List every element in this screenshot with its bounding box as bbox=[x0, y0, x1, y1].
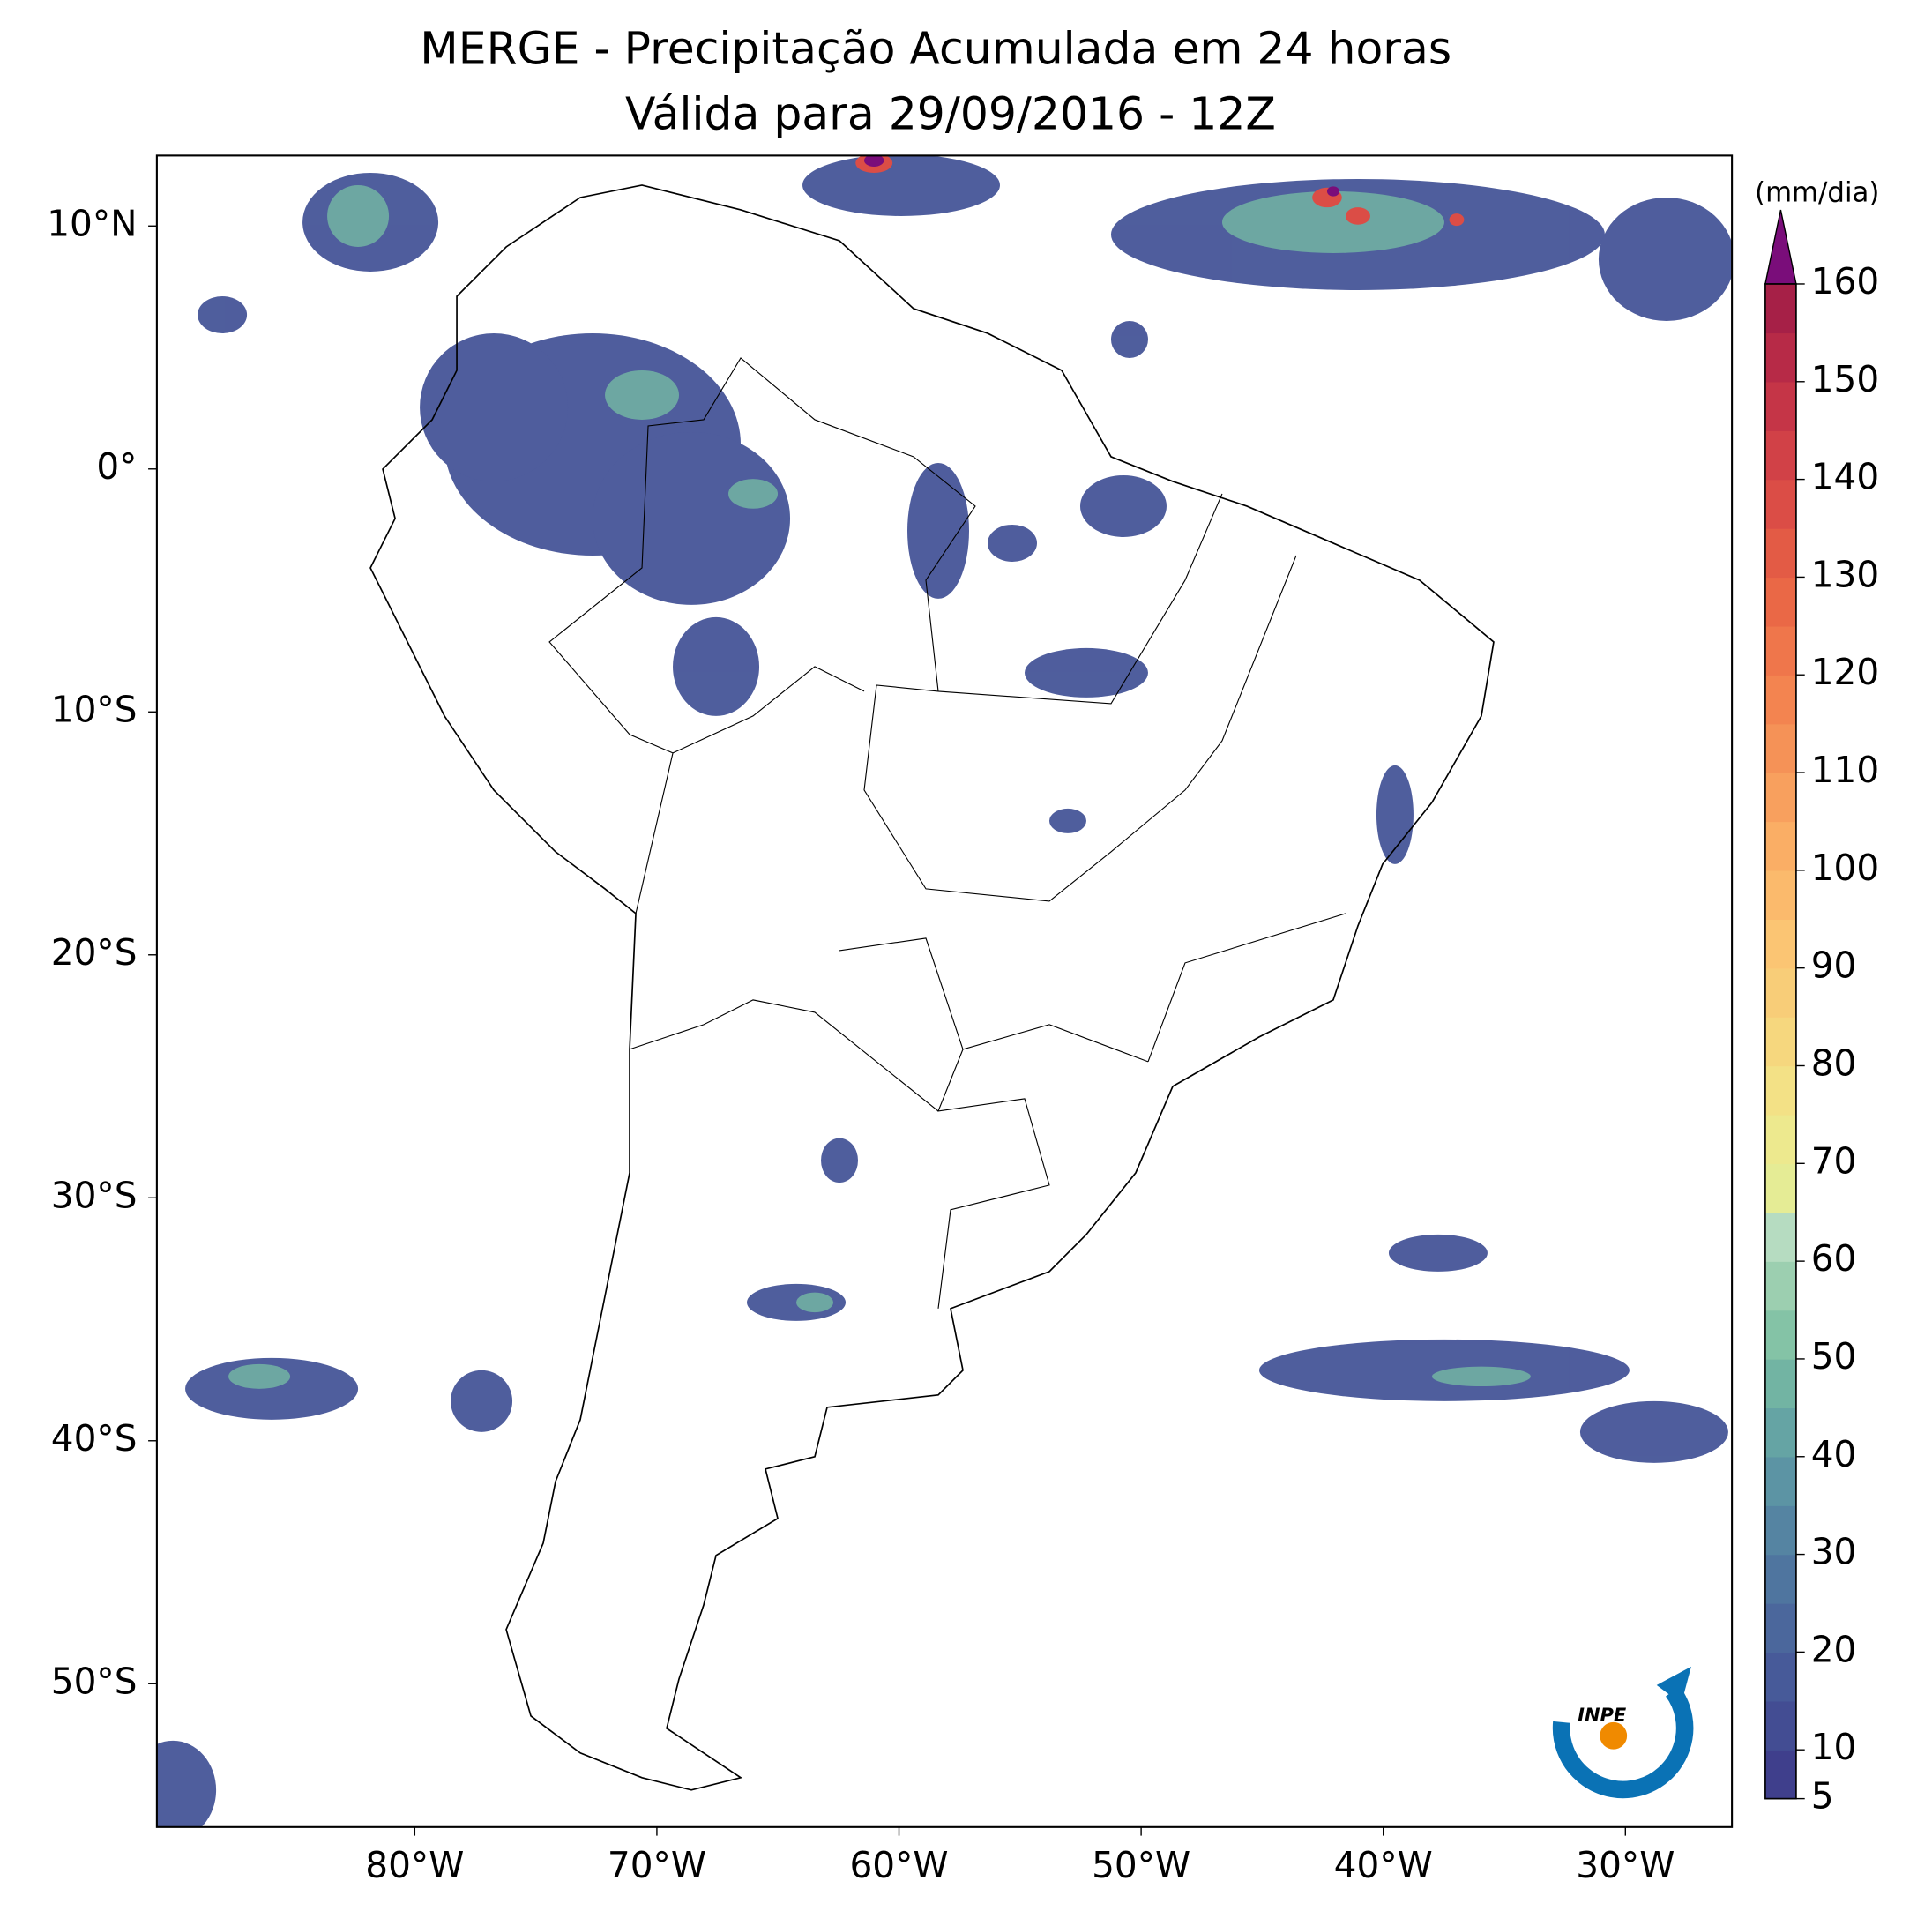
y-tick-label: 10°S bbox=[51, 688, 138, 730]
colorbar-band bbox=[1764, 625, 1796, 676]
colorbar-band bbox=[1764, 1407, 1796, 1458]
colorbar-band bbox=[1764, 821, 1796, 871]
colorbar-band bbox=[1764, 1212, 1796, 1262]
colorbar-band bbox=[1764, 1310, 1796, 1360]
x-tick-label: 40°W bbox=[1334, 1844, 1433, 1886]
colorbar-band bbox=[1764, 283, 1796, 334]
y-tick-label: 30°S bbox=[51, 1174, 138, 1216]
colorbar-tick-label: 40 bbox=[1811, 1433, 1857, 1475]
x-tick-label: 80°W bbox=[365, 1844, 464, 1886]
colorbar-band bbox=[1764, 967, 1796, 1018]
colorbar-band bbox=[1764, 528, 1796, 579]
colorbar-band bbox=[1764, 870, 1796, 920]
subtitle: Válida para 29/09/2016 - 12Z bbox=[625, 87, 1276, 139]
inpe-logo: INPE bbox=[1552, 1666, 1694, 1799]
y-tick-label: 20°S bbox=[51, 931, 138, 974]
colorbar-band bbox=[1764, 1017, 1796, 1067]
map-frame bbox=[155, 154, 1734, 1828]
colorbar-band bbox=[1764, 1602, 1796, 1653]
colorbar-tick-label: 60 bbox=[1811, 1237, 1857, 1280]
colorbar-tick-label: 5 bbox=[1811, 1775, 1834, 1818]
x-tick-label: 70°W bbox=[608, 1844, 706, 1886]
colorbar-band bbox=[1764, 1554, 1796, 1604]
colorbar-tick-label: 150 bbox=[1811, 358, 1879, 400]
x-tick-label: 30°W bbox=[1576, 1844, 1675, 1886]
colorbar-frame bbox=[1764, 283, 1797, 1800]
colorbar-band bbox=[1764, 1163, 1796, 1213]
colorbar-band bbox=[1764, 1456, 1796, 1506]
colorbar-band bbox=[1764, 381, 1796, 431]
colorbar-band bbox=[1764, 723, 1796, 773]
colorbar-band bbox=[1764, 1652, 1796, 1702]
x-tick-label: 50°W bbox=[1092, 1844, 1190, 1886]
colorbar-band bbox=[1764, 430, 1796, 481]
colorbar-tick-label: 110 bbox=[1811, 749, 1879, 791]
logo-text: INPE bbox=[1578, 1705, 1627, 1726]
colorbar-band bbox=[1764, 675, 1796, 725]
colorbar-band bbox=[1764, 1700, 1796, 1751]
colorbar-band bbox=[1764, 773, 1796, 823]
colorbar-tick-label: 130 bbox=[1811, 553, 1879, 595]
colorbar-tick-label: 160 bbox=[1811, 260, 1879, 302]
country-borders bbox=[548, 357, 1346, 1309]
colorbar-band bbox=[1764, 1261, 1796, 1311]
colorbar-band bbox=[1764, 1505, 1796, 1556]
colorbar-band bbox=[1764, 332, 1796, 383]
colorbar-tick-label: 80 bbox=[1811, 1041, 1857, 1084]
y-tick-label: 10°N bbox=[47, 202, 137, 244]
colorbar-tick-label: 30 bbox=[1811, 1531, 1857, 1573]
colorbar-tick-label: 70 bbox=[1811, 1139, 1857, 1182]
south-america-outline bbox=[369, 184, 1495, 1791]
title: MERGE - Precipitação Acumulada em 24 hor… bbox=[420, 22, 1451, 74]
y-tick-label: 40°S bbox=[51, 1417, 138, 1459]
colorbar-tick-label: 20 bbox=[1811, 1628, 1857, 1670]
y-tick-label: 0° bbox=[96, 445, 137, 488]
colorbar-band bbox=[1764, 479, 1796, 529]
colorbar-band bbox=[1764, 1065, 1796, 1116]
colorbar-tick-label: 90 bbox=[1811, 944, 1857, 987]
y-tick-label: 50°S bbox=[51, 1660, 138, 1702]
colorbar-tick-label: 140 bbox=[1811, 456, 1879, 498]
colorbar-tick-label: 10 bbox=[1811, 1726, 1857, 1768]
colorbar-tick-label: 120 bbox=[1811, 651, 1879, 693]
colorbar-band bbox=[1764, 1114, 1796, 1165]
x-tick-label: 60°W bbox=[849, 1844, 948, 1886]
colorbar-band bbox=[1764, 577, 1796, 627]
colorbar-band bbox=[1764, 919, 1796, 969]
colorbar-tick-label: 50 bbox=[1811, 1335, 1857, 1377]
colorbar-extend bbox=[1764, 209, 1797, 285]
colorbar-band bbox=[1764, 1750, 1796, 1800]
colorbar-label: (mm/dia) bbox=[1755, 176, 1879, 208]
precipitation-field bbox=[156, 155, 1733, 1827]
colorbar-tick-label: 100 bbox=[1811, 847, 1879, 889]
colorbar-band bbox=[1764, 1358, 1796, 1409]
